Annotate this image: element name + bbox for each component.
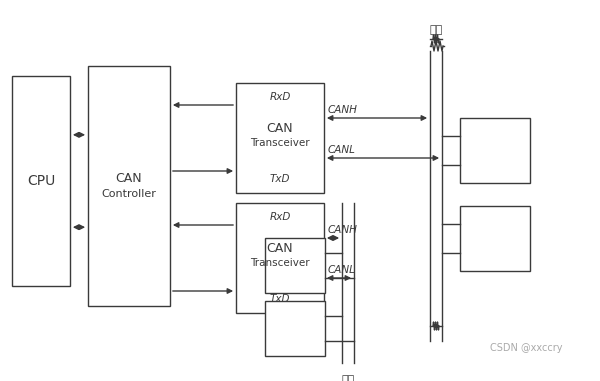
Text: Transceiver: Transceiver xyxy=(250,258,310,268)
Text: TxD: TxD xyxy=(270,174,290,184)
Bar xyxy=(236,83,324,193)
Text: 高速: 高速 xyxy=(430,25,443,35)
Text: RxD: RxD xyxy=(269,212,290,222)
Text: TxD: TxD xyxy=(270,294,290,304)
Bar xyxy=(236,203,324,313)
Text: CAN: CAN xyxy=(116,171,142,184)
Bar xyxy=(460,118,530,183)
Text: CANH: CANH xyxy=(328,105,358,115)
Text: CPU: CPU xyxy=(27,174,55,188)
Text: CAN: CAN xyxy=(266,242,293,255)
Text: CAN: CAN xyxy=(266,122,293,134)
Text: CANH: CANH xyxy=(328,225,358,235)
Bar xyxy=(88,66,170,306)
Text: CSDN @xxccry: CSDN @xxccry xyxy=(490,343,563,353)
Bar xyxy=(460,206,530,271)
Bar xyxy=(12,76,70,286)
Text: RxD: RxD xyxy=(269,92,290,102)
Bar xyxy=(265,301,325,356)
Bar xyxy=(265,238,325,293)
Text: CANL: CANL xyxy=(328,265,356,275)
Text: Controller: Controller xyxy=(101,189,157,199)
Text: Transceiver: Transceiver xyxy=(250,138,310,148)
Text: CANL: CANL xyxy=(328,145,356,155)
Text: 低速: 低速 xyxy=(341,375,355,381)
